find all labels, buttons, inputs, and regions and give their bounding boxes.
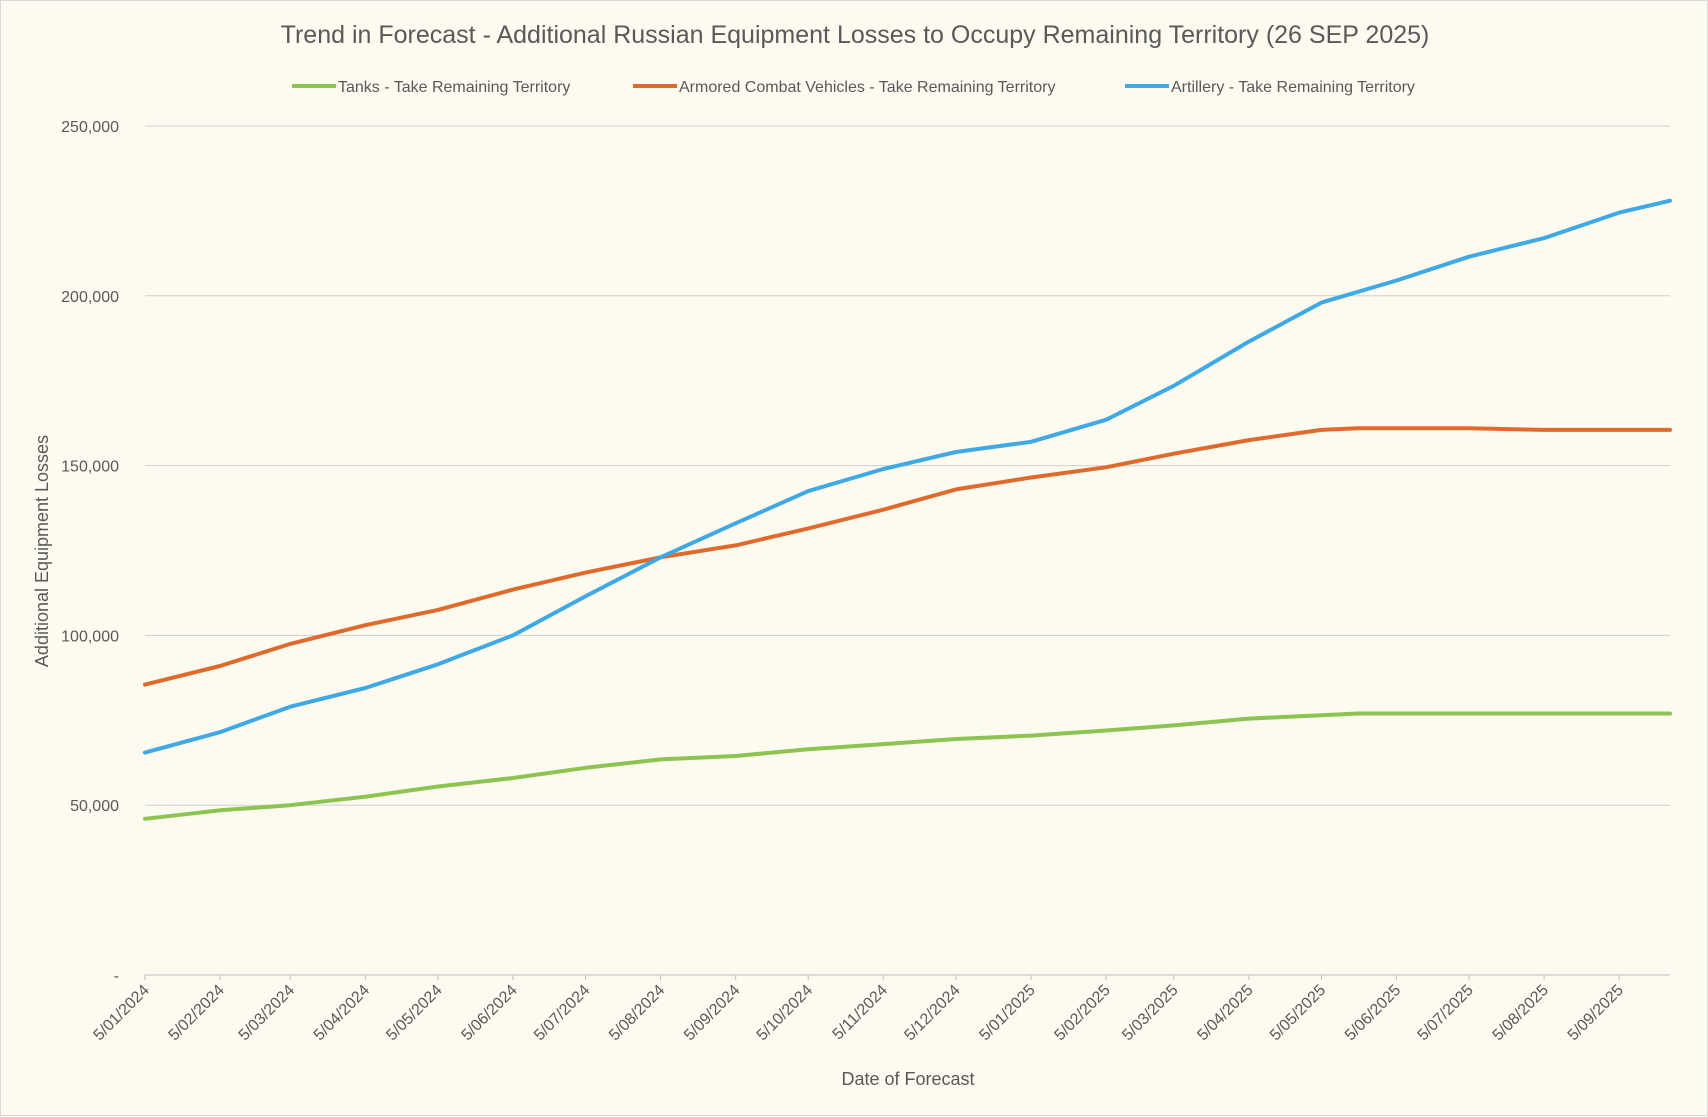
legend: Tanks - Take Remaining Territory Armored … [292, 79, 1415, 96]
y-tick-label: 50,000 [70, 798, 119, 815]
x-tick-label: 5/10/2024 [754, 982, 816, 1044]
x-tick-label: 5/01/2024 [90, 982, 152, 1044]
x-tick-label: 5/01/2025 [976, 982, 1038, 1044]
x-tick-label: 5/04/2025 [1194, 982, 1256, 1044]
y-axis-ticks: - 50,000 100,000 150,000 200,000 250,000 [61, 119, 119, 985]
x-tick-label: 5/08/2024 [606, 982, 668, 1044]
y-tick-label: 100,000 [61, 628, 119, 645]
series-line-3 [143, 198, 1672, 755]
series-line-2 [143, 426, 1672, 687]
x-tick-label: 5/03/2025 [1119, 982, 1181, 1044]
x-tick-label: 5/09/2025 [1565, 982, 1627, 1044]
legend-label: Artillery - Take Remaining Territory [1171, 79, 1415, 96]
x-tick-label: 5/07/2024 [531, 982, 593, 1044]
x-tick-label: 5/04/2024 [311, 982, 373, 1044]
y-tick-label: 250,000 [61, 119, 119, 136]
y-tick-label: - [114, 968, 119, 985]
x-tick-label: 5/03/2024 [236, 982, 298, 1044]
legend-label: Tanks - Take Remaining Territory [338, 79, 570, 96]
x-tick-label: 5/11/2024 [830, 982, 892, 1044]
y-axis-title: Additional Equipment Losses [32, 435, 52, 667]
x-axis-title: Date of Forecast [841, 1069, 974, 1089]
x-tick-label: 5/07/2025 [1415, 982, 1477, 1044]
legend-label: Armored Combat Vehicles - Take Remaining… [679, 79, 1055, 96]
x-tick-label: 5/02/2025 [1051, 982, 1113, 1044]
x-tick-label: 5/05/2024 [383, 982, 445, 1044]
x-tick-label: 5/06/2024 [458, 982, 520, 1044]
x-tick-label: 5/09/2024 [681, 982, 743, 1044]
x-tick-label: 5/12/2024 [901, 982, 963, 1044]
y-tick-label: 150,000 [61, 459, 119, 476]
gridlines [145, 125, 1670, 976]
x-axis-ticks: 5/01/2024 5/02/2024 5/03/2024 5/04/2024 5/05… [90, 975, 1627, 1044]
series-line-1 [143, 711, 1672, 821]
y-tick-label: 200,000 [61, 289, 119, 306]
x-tick-label: 5/05/2025 [1267, 982, 1329, 1044]
x-tick-label: 5/02/2024 [166, 982, 228, 1044]
x-tick-label: 5/08/2025 [1490, 982, 1552, 1044]
chart-title: Trend in Forecast - Additional Russian E… [281, 21, 1430, 49]
series-lines [143, 198, 1672, 821]
x-tick-label: 5/06/2025 [1342, 982, 1404, 1044]
